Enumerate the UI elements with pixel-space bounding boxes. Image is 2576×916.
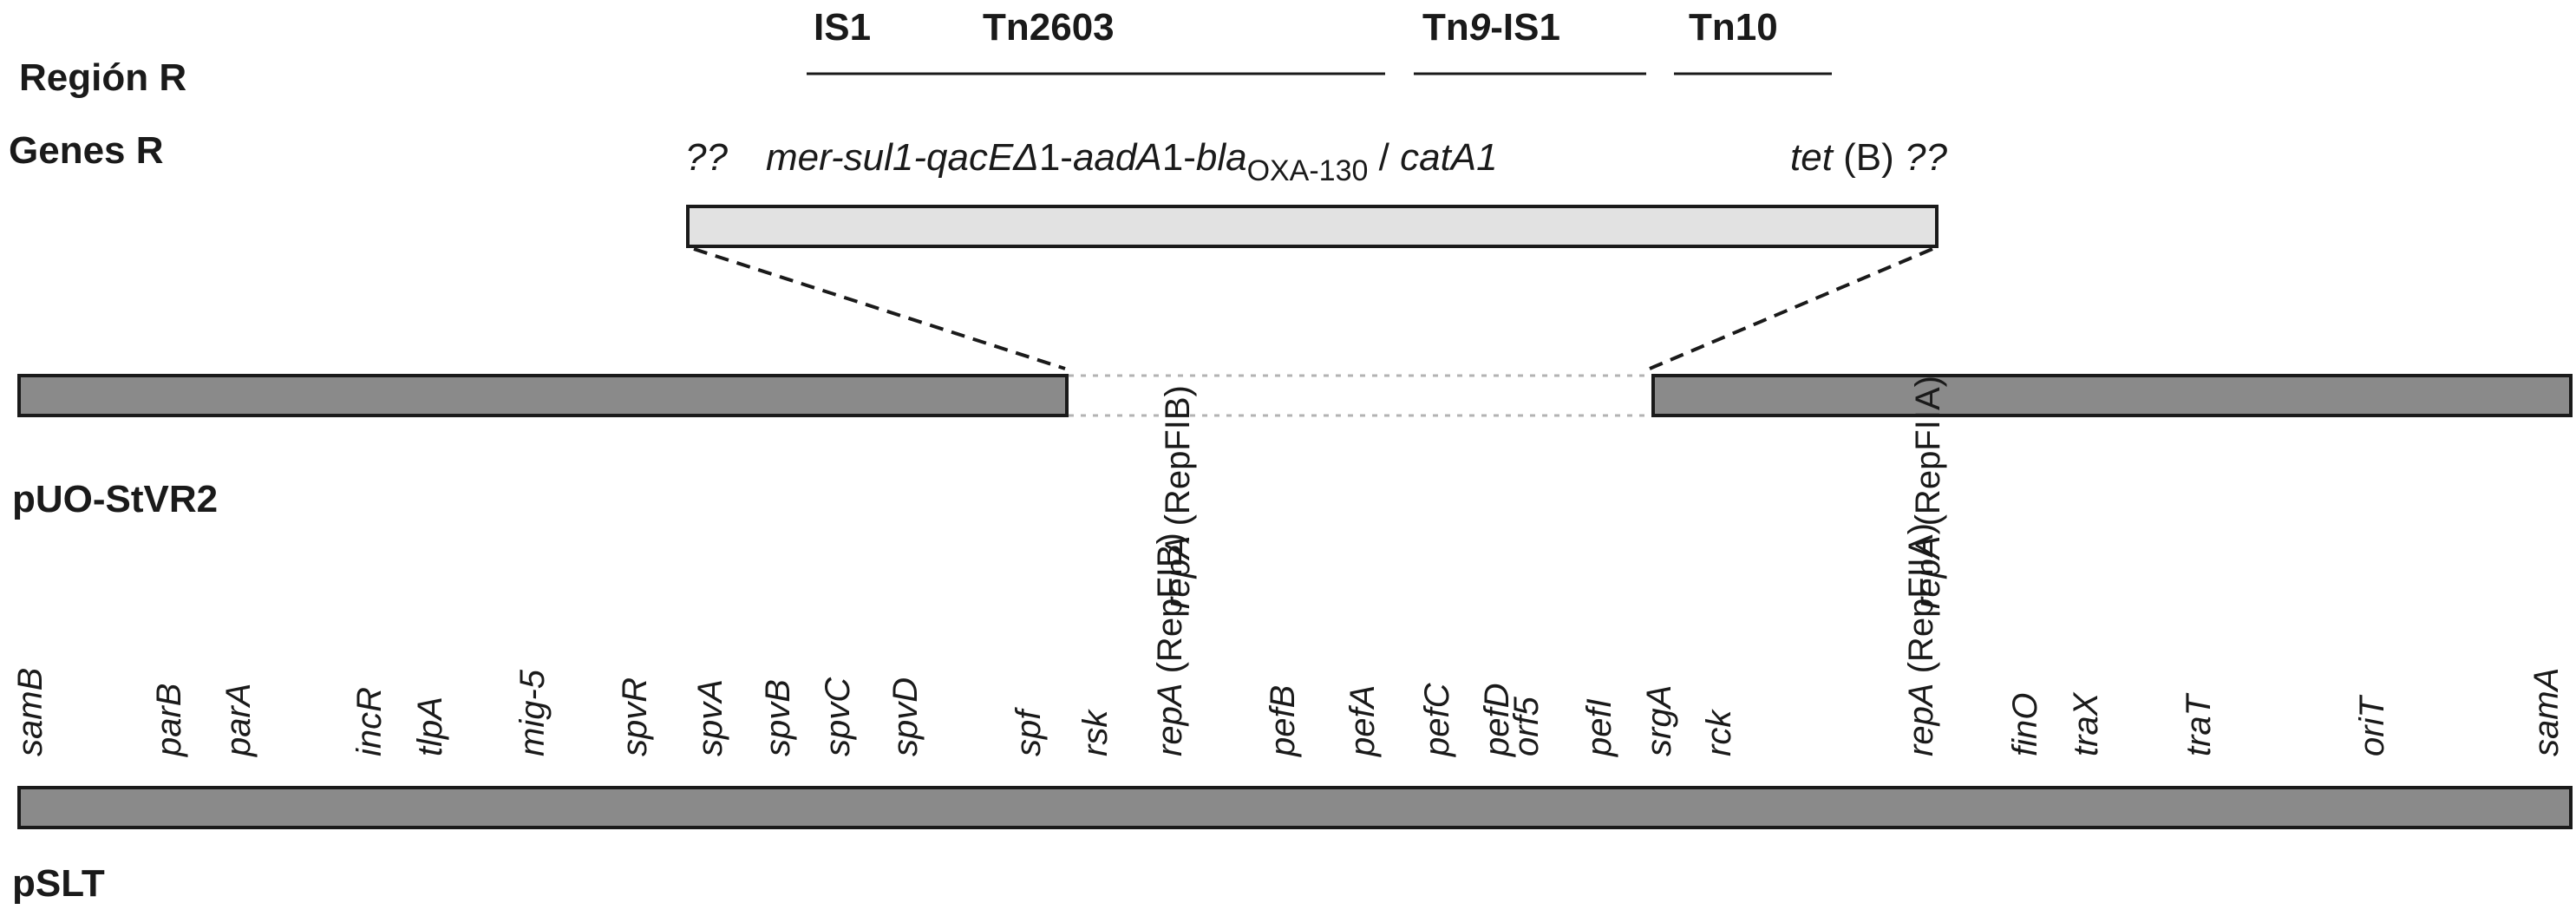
gene-pefD: pefD: [1478, 684, 1516, 758]
gene-spf: spf: [1010, 707, 1048, 756]
gene-traT: traT: [2180, 692, 2218, 756]
gene-pefC: pefC: [1418, 682, 1456, 757]
insertion-line-left: [693, 247, 1066, 370]
gene-pefI: pefI: [1580, 698, 1618, 757]
is1-label: IS1: [814, 6, 871, 49]
pslt-bar: [17, 786, 2573, 829]
genes-r-label: Genes R: [9, 129, 164, 172]
gene-repA-repfib: repA (RepFIB): [1151, 533, 1189, 756]
repA-repfib-label: repA (RepFIB): [1159, 385, 1197, 609]
gene-traX: traX: [2067, 691, 2105, 756]
region-r-label: Región R: [19, 56, 186, 99]
tn9-is1-label: Tn9-IS1: [1422, 6, 1560, 49]
gene-tlpA: tlpA: [411, 697, 449, 756]
gene-spvC: spvC: [819, 677, 857, 756]
tn2603-label: Tn2603: [983, 6, 1115, 49]
gene-orf5: orf5: [1507, 696, 1546, 756]
gene-pefA: pefA: [1344, 685, 1382, 757]
gene-pefB: pefB: [1264, 685, 1302, 757]
repA-repfiia-label: repA (RepFIIA): [1909, 376, 1947, 609]
gene-samA: samA: [2527, 668, 2566, 756]
gene-rsk: rsk: [1076, 709, 1115, 756]
gene-incR: incR: [350, 687, 389, 756]
puo-stvr2-bar-left: [17, 374, 1069, 417]
gene-parB: parB: [150, 684, 188, 758]
plasmid-puo-stvr2-label: pUO-StVR2: [12, 478, 218, 520]
gene-note-13: (RepFIB): [1151, 533, 1189, 683]
gene-mig-5: mig-5: [513, 669, 552, 756]
gene-rck: rck: [1700, 709, 1738, 756]
gene-spvA: spvA: [691, 679, 729, 756]
gene-repA-repfiia: repA (RepFIIA): [1902, 523, 1940, 756]
gene-finO: finO: [2006, 693, 2044, 756]
gene-srgA: srgA: [1640, 685, 1678, 756]
plasmid-pslt-label: pSLT: [12, 862, 105, 905]
tn10-label: Tn10: [1689, 6, 1778, 49]
gene-spvD: spvD: [886, 677, 925, 756]
gene-oriT: oriT: [2353, 695, 2391, 756]
r-region-box: [686, 205, 1939, 248]
gene-spvB: spvB: [759, 679, 797, 756]
gene-samB: samB: [11, 668, 49, 756]
puo-stvr2-bar-right: [1651, 374, 2573, 417]
gene-spvR: spvR: [616, 677, 654, 756]
genes-r-sequence: ?? mer-sul1-qacEΔ1-aadA1-blaOXA-130 / cat…: [685, 136, 1947, 187]
insertion-line-right: [1649, 247, 1933, 370]
pslt-gene-labels: samB parB parA incR tlpA mig-5 spvR spvA…: [11, 523, 2566, 757]
gene-parA: parA: [219, 684, 258, 758]
gene-note-22: (RepFIIA): [1902, 523, 1940, 683]
